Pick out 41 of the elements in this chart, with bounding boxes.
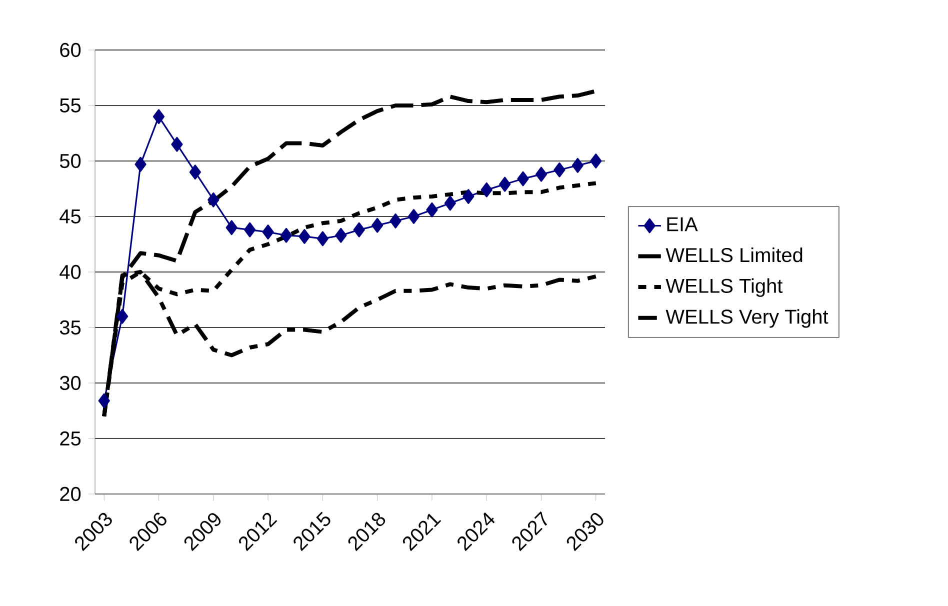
y-tick-label: 30 bbox=[60, 376, 81, 390]
point bbox=[554, 162, 566, 178]
point bbox=[517, 171, 529, 186]
point bbox=[134, 156, 146, 172]
y-tick-label: 35 bbox=[60, 320, 81, 335]
point bbox=[426, 202, 438, 218]
point bbox=[590, 154, 602, 168]
point bbox=[298, 229, 310, 244]
legend-label: EIA bbox=[667, 217, 698, 232]
y-tick-label: 55 bbox=[60, 98, 81, 112]
point bbox=[462, 189, 474, 204]
point bbox=[280, 228, 292, 243]
point bbox=[372, 218, 384, 233]
point bbox=[353, 222, 365, 238]
y-tick-label: 60 bbox=[60, 42, 81, 58]
point bbox=[335, 228, 347, 243]
legend-label: WELLS Very Tight bbox=[666, 309, 828, 328]
point bbox=[572, 158, 584, 173]
point bbox=[316, 231, 328, 246]
legend-label: WELLS Tight bbox=[666, 278, 783, 297]
y-tick-label: 50 bbox=[60, 154, 81, 168]
point bbox=[262, 224, 274, 240]
y-tick-label: 40 bbox=[60, 264, 81, 280]
point bbox=[390, 213, 402, 228]
y-tick-label: 20 bbox=[60, 486, 81, 502]
point bbox=[535, 166, 548, 182]
point bbox=[244, 222, 256, 238]
point bbox=[444, 196, 456, 211]
point bbox=[499, 176, 511, 192]
point bbox=[189, 164, 201, 180]
y-tick-label: 45 bbox=[60, 210, 81, 224]
point bbox=[208, 192, 220, 208]
point bbox=[480, 182, 492, 198]
y-tick-label: 25 bbox=[60, 431, 81, 446]
point bbox=[408, 209, 420, 224]
point bbox=[226, 220, 238, 236]
point bbox=[116, 308, 128, 324]
legend-label: WELLS Limited bbox=[666, 247, 802, 262]
point bbox=[171, 136, 183, 152]
point bbox=[152, 109, 165, 124]
point bbox=[98, 393, 110, 408]
